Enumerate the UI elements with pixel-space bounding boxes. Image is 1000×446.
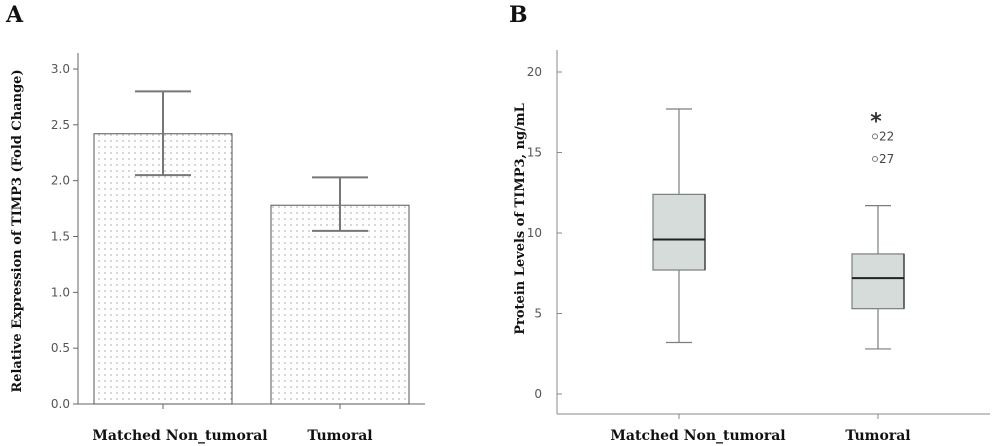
y-tick-label-b: 5 (534, 307, 542, 321)
panel-label-a: A (6, 2, 24, 28)
y-tick-label-a: 0.0 (51, 397, 70, 411)
y-tick-label-b: 20 (527, 65, 542, 79)
x-category-label-b: Tumoral (845, 428, 910, 444)
outlier-label-0: 22 (879, 129, 894, 143)
bar-0 (93, 133, 233, 405)
y-axis-title-b: Protein Levels of TIMP3, ng/mL (513, 103, 528, 335)
y-tick-label-a: 1.0 (51, 285, 70, 299)
y-axis-title-a: Relative Expression of TIMP3 (Fold Chang… (10, 69, 25, 392)
box-0 (652, 193, 706, 271)
x-category-label-a: Matched Non_tumoral (92, 428, 267, 444)
y-tick-label-a: 2.0 (51, 174, 70, 188)
y-tick-label-a: 0.5 (51, 341, 70, 355)
outlier-point-0 (872, 133, 878, 140)
y-tick-label-a: 2.5 (51, 118, 70, 132)
panel-label-b: B (509, 2, 528, 28)
y-tick-label-a: 3.0 (51, 62, 70, 76)
outlier-asterisk: * (870, 110, 882, 135)
y-tick-label-b: 10 (527, 226, 542, 240)
y-tick-label-b: 15 (527, 146, 542, 160)
outlier-point-1 (872, 155, 878, 162)
x-category-label-a: Tumoral (307, 428, 372, 444)
outlier-label-1: 27 (879, 152, 894, 166)
box-1 (851, 253, 905, 310)
y-tick-label-a: 1.5 (51, 230, 70, 244)
y-tick-label-b: 0 (534, 387, 542, 401)
x-category-label-b: Matched Non_tumoral (610, 428, 785, 444)
